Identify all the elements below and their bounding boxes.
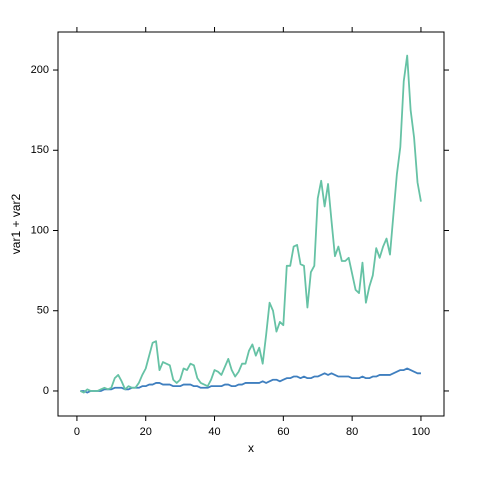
x-tick-label: 80 (346, 426, 358, 438)
data-line (80, 367, 421, 394)
y-tick-label: 50 (37, 305, 49, 317)
x-axis-title: x (248, 441, 254, 455)
y-tick-label: 0 (43, 385, 49, 397)
data-line (79, 54, 422, 394)
x-tick-label: 0 (74, 426, 80, 438)
x-tick-label: 100 (412, 426, 430, 438)
y-tick-label: 200 (31, 64, 49, 76)
plot-frame (57, 31, 445, 417)
x-tick-label: 40 (208, 426, 220, 438)
y-tick-label: 150 (31, 144, 49, 156)
x-tick-label: 20 (140, 426, 152, 438)
x-tick-label: 60 (277, 426, 289, 438)
y-axis-title: var1 + var2 (9, 193, 23, 254)
y-tick-label: 100 (31, 224, 49, 236)
